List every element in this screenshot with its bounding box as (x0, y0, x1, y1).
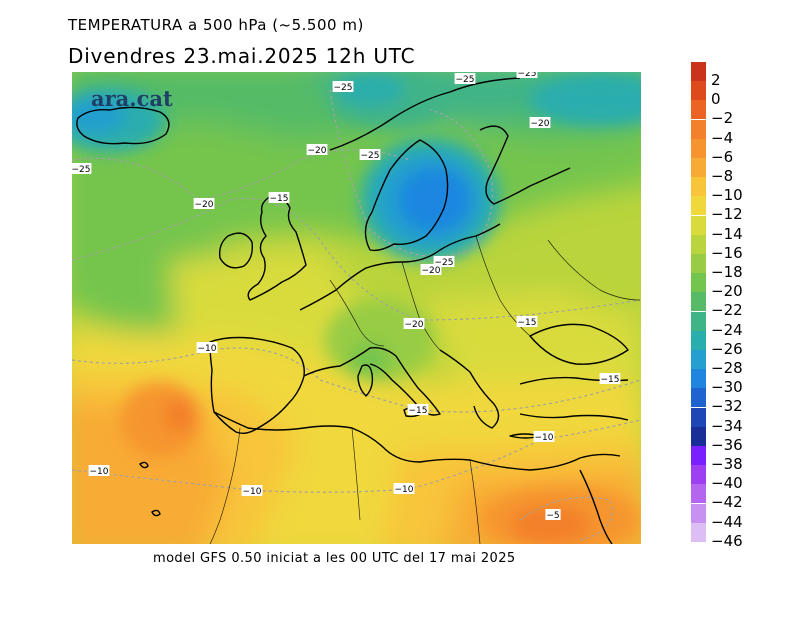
isoline-label: −10 (533, 431, 555, 443)
legend-label: −8 (711, 167, 734, 185)
isoline-label: −10 (196, 342, 218, 354)
legend-swatch (691, 254, 706, 273)
legend-swatch (691, 426, 706, 446)
svg-text:−20: −20 (308, 146, 327, 156)
isoline-label: −25 (454, 73, 476, 85)
isoline-label: −10 (88, 465, 110, 477)
legend-label: −34 (711, 416, 743, 435)
brand-logo: ara.cat (91, 86, 173, 111)
legend-label: −42 (711, 493, 743, 512)
legend-label: −24 (711, 320, 743, 339)
legend-label: −46 (711, 531, 743, 550)
legend-swatch (691, 350, 706, 369)
legend-label: −40 (711, 474, 743, 493)
legend-label: 2 (711, 71, 721, 89)
legend-label: −12 (711, 205, 743, 224)
temperature-map: −25−25−25−20−20 −25−25−20−15−25−20−20 −15−… (72, 72, 641, 544)
svg-text:−10: −10 (395, 485, 414, 495)
isoline-label: −15 (407, 404, 429, 416)
svg-text:−15: −15 (518, 318, 537, 328)
valid-time: Divendres 23.mai.2025 12h UTC (68, 44, 416, 68)
isoline-label: −25 (516, 72, 538, 79)
legend-swatch (691, 388, 706, 408)
legend-swatch (691, 81, 706, 101)
svg-text:−15: −15 (409, 406, 428, 416)
legend-label: −20 (711, 282, 743, 301)
legend-label: −36 (711, 435, 743, 454)
svg-text:−15: −15 (601, 375, 620, 385)
model-info: model GFS 0.50 iniciat a les 00 UTC del … (153, 551, 516, 566)
isoline-label: −20 (306, 144, 328, 156)
isoline-label: −15 (516, 316, 538, 328)
legend-label: −18 (711, 263, 743, 281)
legend-swatch (691, 407, 706, 427)
legend-label: −22 (711, 301, 743, 320)
legend-label: −6 (711, 147, 734, 166)
svg-text:−20: −20 (195, 200, 214, 210)
legend-swatch (691, 215, 706, 235)
legend-swatch (691, 446, 706, 465)
legend-swatch (691, 484, 706, 504)
svg-text:−20: −20 (422, 266, 441, 276)
isoline-label: −25 (433, 256, 455, 268)
legend-label: −14 (711, 224, 743, 243)
legend-swatch (691, 196, 706, 216)
legend-swatch (691, 62, 706, 81)
legend-swatch (691, 503, 706, 523)
legend-label: −30 (711, 378, 743, 397)
legend-swatch (691, 234, 706, 254)
svg-text:−10: −10 (90, 467, 109, 477)
isoline-label: −5 (545, 509, 561, 521)
legend-swatch (691, 158, 706, 177)
svg-text:−25: −25 (435, 258, 454, 268)
legend-swatch (691, 119, 706, 139)
svg-text:−10: −10 (243, 487, 262, 497)
legend-label: −2 (711, 109, 734, 128)
svg-text:−5: −5 (546, 511, 559, 521)
svg-text:−10: −10 (535, 433, 554, 443)
isoline-label: −15 (268, 192, 290, 204)
isoline-label: −25 (359, 149, 381, 161)
isoline-label: −20 (420, 264, 442, 276)
legend-swatch (691, 330, 706, 350)
color-legend: 2 0 −2 −4 −6 −8 −10 −12 −14 −16 −18 −20 −22 −24 −26 −28… (691, 62, 791, 562)
legend-swatch (691, 177, 706, 197)
svg-text:−25: −25 (518, 72, 537, 79)
legend-swatch (691, 292, 706, 312)
legend-swatch (691, 273, 706, 293)
svg-text:−25: −25 (72, 165, 91, 175)
legend-label: −28 (711, 359, 743, 377)
legend-label: −44 (711, 512, 743, 531)
legend-swatch (691, 100, 706, 120)
legend-swatch (691, 465, 706, 485)
legend-swatch (691, 522, 706, 542)
legend-swatch (691, 138, 706, 158)
isoline-label: −20 (529, 117, 551, 129)
legend-label: 0 (711, 90, 721, 109)
svg-text:−20: −20 (405, 320, 424, 330)
legend-label: −4 (711, 128, 734, 147)
legend-swatch (691, 311, 706, 331)
isoline-label: −20 (193, 198, 215, 210)
svg-text:−10: −10 (198, 344, 217, 354)
svg-text:−15: −15 (270, 194, 289, 204)
isoline-label: −25 (332, 81, 354, 93)
svg-text:−25: −25 (456, 75, 475, 85)
svg-text:−25: −25 (334, 83, 353, 93)
legend-label: −32 (711, 397, 743, 416)
isoline-label: −20 (403, 318, 425, 330)
chart-title: TEMPERATURA a 500 hPa (~5.500 m) (68, 16, 364, 34)
svg-text:−25: −25 (361, 151, 380, 161)
legend-swatch (691, 369, 706, 389)
legend-label: −38 (711, 455, 743, 473)
legend-label: −26 (711, 339, 743, 358)
svg-text:−20: −20 (531, 119, 550, 129)
legend-label: −16 (711, 243, 743, 262)
isoline-label: −25 (72, 163, 92, 175)
isoline-label: −10 (393, 483, 415, 495)
legend-label: −10 (711, 186, 743, 205)
isoline-labels: −25−25−25−20−20 −25−25−20−15−25−20−20 −15−… (72, 72, 621, 521)
isoline-label: −15 (599, 373, 621, 385)
isoline-label: −10 (241, 485, 263, 497)
